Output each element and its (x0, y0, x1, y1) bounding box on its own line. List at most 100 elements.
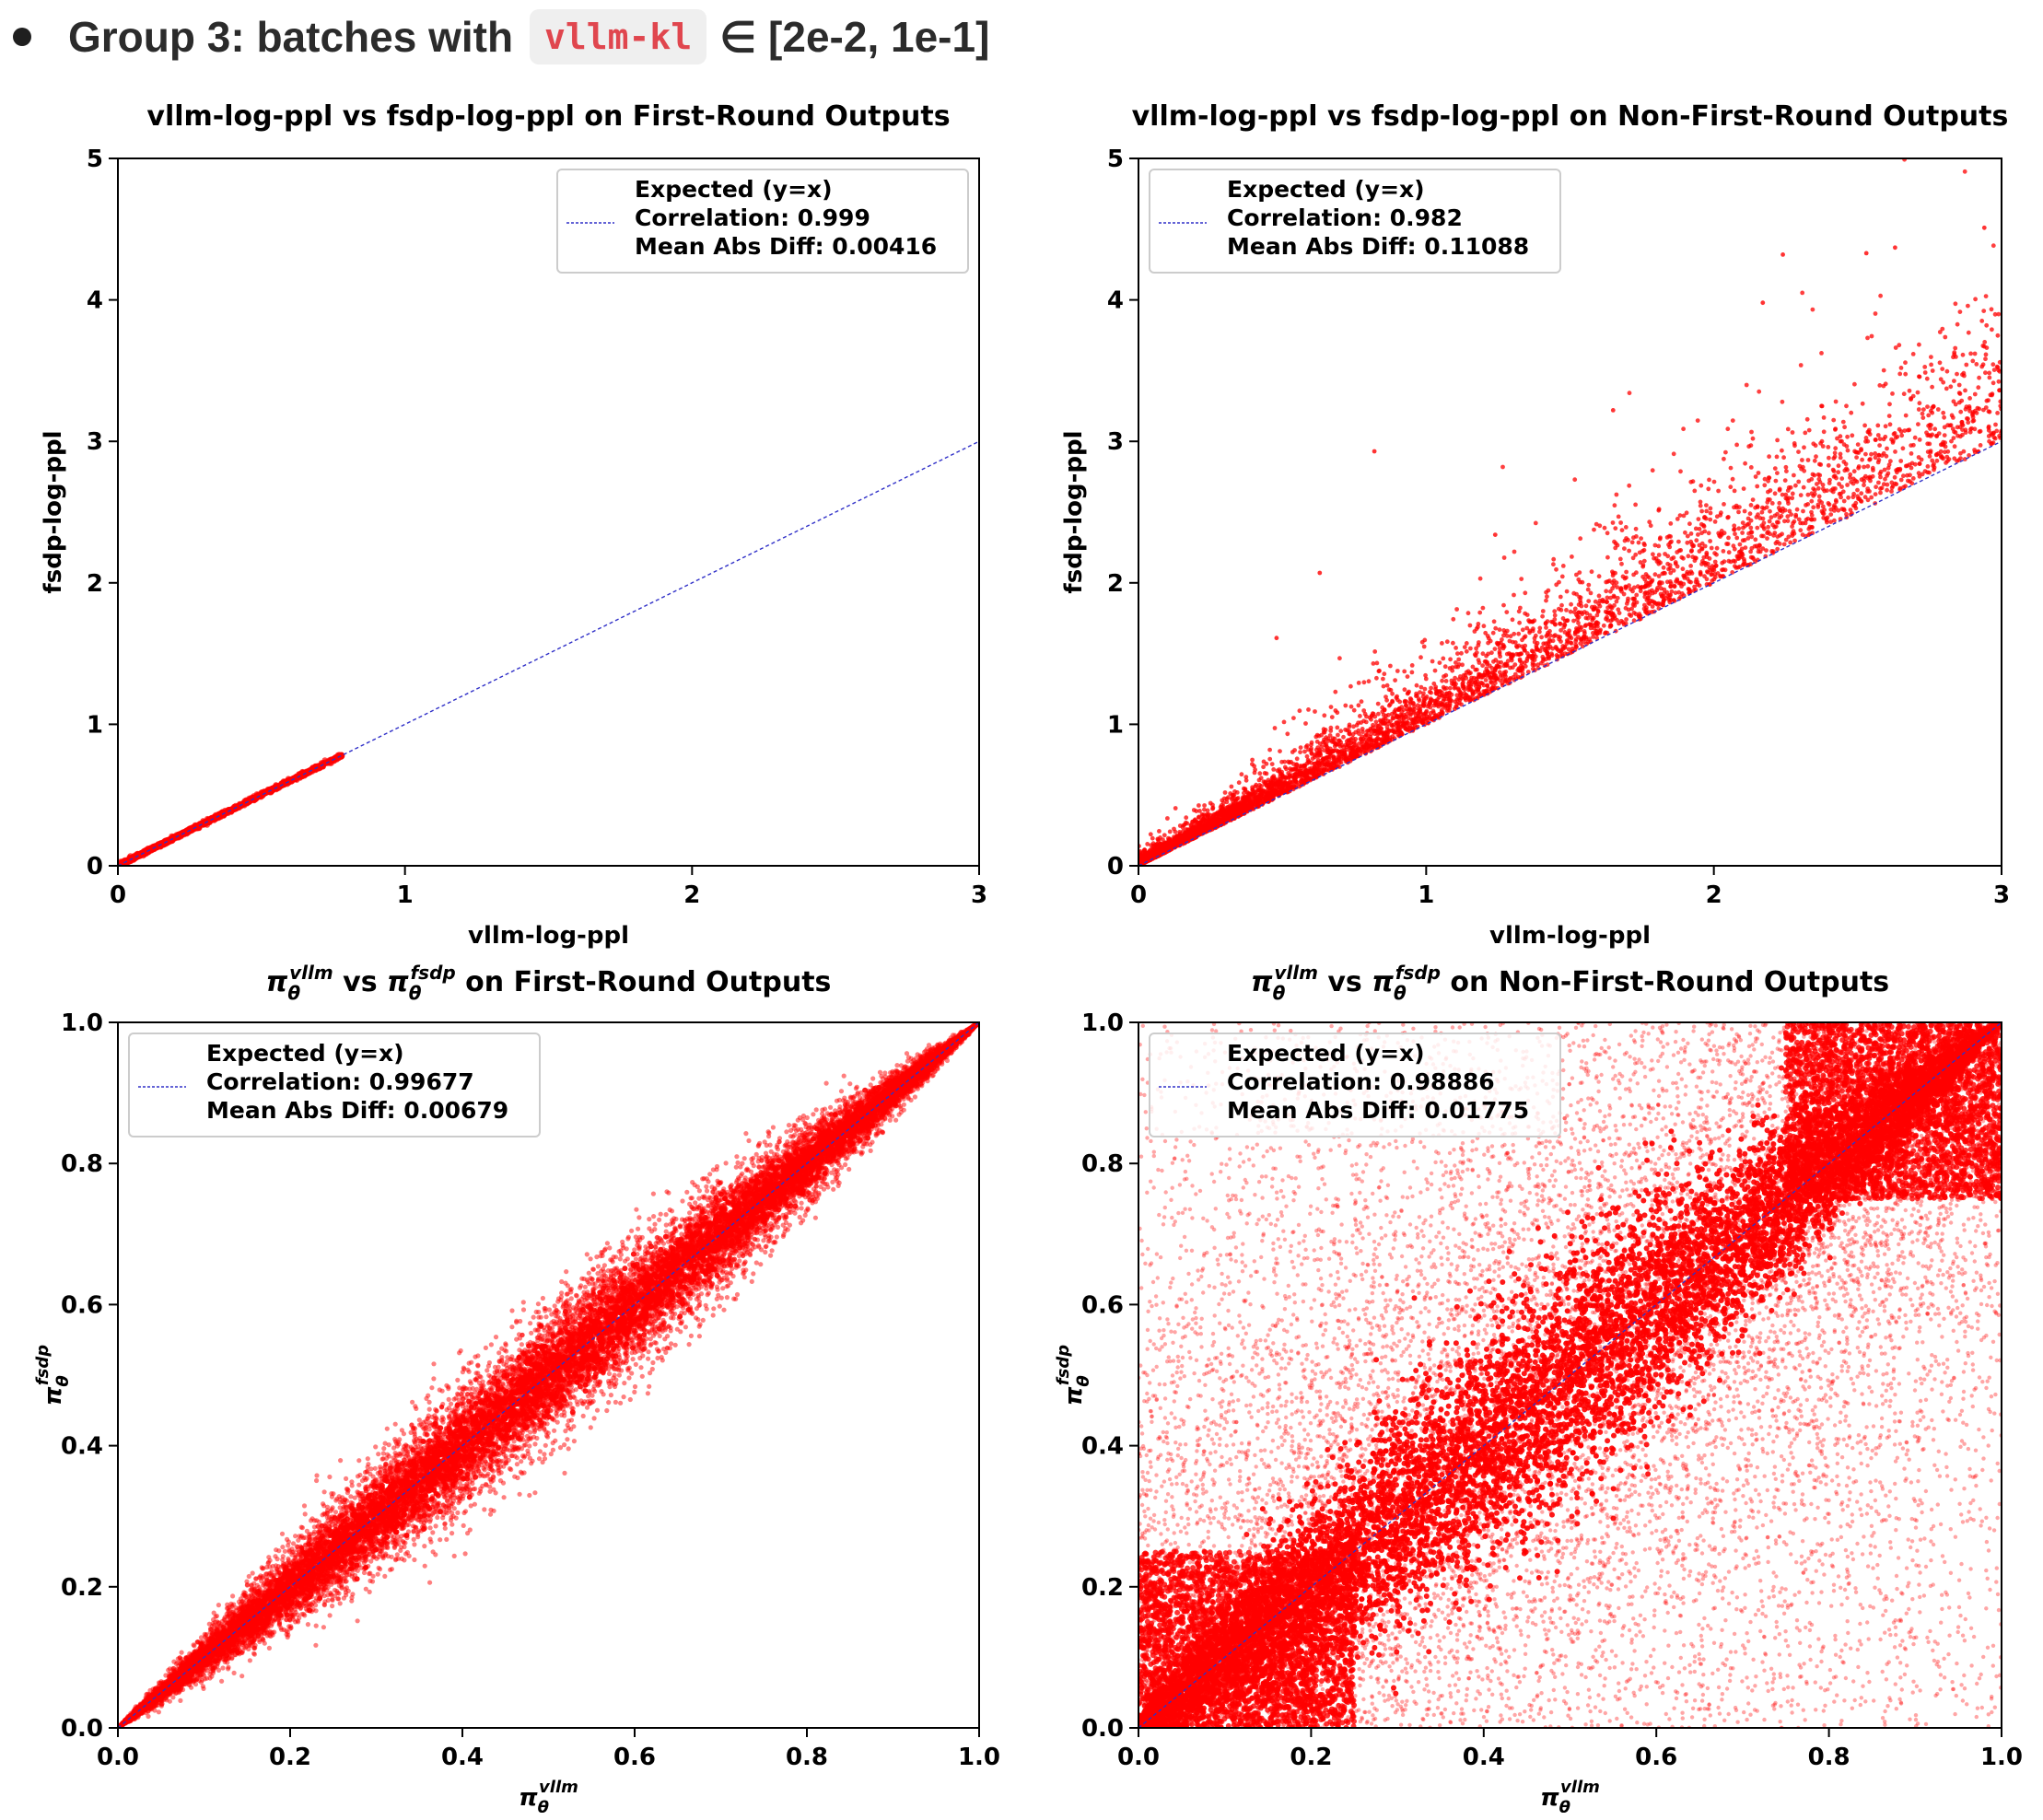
scatter-point (1337, 656, 1342, 661)
scatter-point (1528, 619, 1534, 624)
scatter-point (1733, 531, 1737, 537)
scatter-point (1887, 422, 1893, 427)
scatter-point (1588, 590, 1594, 596)
scatter-point (1850, 476, 1856, 482)
scatter-point (1850, 495, 1856, 500)
scatter-point (1706, 486, 1711, 492)
scatter-point (1668, 570, 1674, 576)
scatter-point (1826, 445, 1831, 449)
scatter-point (1309, 746, 1313, 752)
scatter-point (1941, 410, 1946, 415)
legend-entry: Expected (y=x) (635, 176, 833, 203)
scatter-point (1371, 661, 1376, 666)
scatter-point (1576, 621, 1581, 625)
scatter-point (1601, 623, 1606, 628)
scatter-point (1781, 542, 1787, 547)
scatter-point (1616, 514, 1621, 519)
scatter-point (1675, 517, 1680, 521)
scatter-point (1371, 722, 1375, 728)
scatter-point (1210, 802, 1215, 808)
x-tick-label: 3 (971, 881, 987, 909)
scatter-point (280, 781, 286, 788)
scatter-point (1701, 560, 1707, 566)
scatter-point (1577, 570, 1582, 575)
scatter-point (1145, 842, 1150, 846)
scatter-point (1737, 542, 1743, 547)
scatter-point (1222, 790, 1228, 795)
scatter-point (1381, 676, 1385, 682)
scatter-point (1698, 503, 1703, 508)
scatter-point (1351, 724, 1356, 729)
scatter-point (1889, 480, 1895, 485)
scatter-point (1984, 322, 1990, 328)
scatter-point (1688, 479, 1694, 484)
scatter-point (1772, 466, 1778, 471)
scatter-point (1760, 546, 1766, 551)
scatter-point (1788, 484, 1793, 490)
scatter-point (1792, 531, 1797, 536)
scatter-point (1966, 420, 1971, 426)
scatter-point (1477, 610, 1483, 615)
scatter-point (1902, 428, 1908, 433)
scatter-point (1610, 586, 1615, 591)
scatter-point (1322, 748, 1326, 752)
scatter-point (1821, 415, 1827, 420)
scatter-point (1501, 602, 1506, 608)
scatter-point (1910, 476, 1916, 481)
scatter-point (1468, 646, 1473, 651)
scatter-point (1500, 637, 1504, 642)
x-axis-label: vllm-log-ppl (468, 922, 629, 949)
scatter-point (1948, 384, 1954, 390)
scatter-point (1756, 549, 1761, 554)
scatter-point (1990, 362, 1996, 368)
scatter-point (1540, 654, 1546, 659)
scatter-point (1372, 649, 1378, 654)
scatter-point (1832, 518, 1837, 523)
scatter-point (1730, 418, 1735, 423)
scatter-point (1849, 512, 1853, 518)
scatter-point (1916, 422, 1920, 426)
scatter-point (1877, 437, 1883, 441)
scatter-point (1381, 683, 1386, 689)
scatter-point (1996, 379, 2002, 384)
scatter-point (1391, 716, 1395, 721)
scatter-point (1839, 476, 1845, 481)
scatter-point (1839, 495, 1843, 500)
scatter-point (1453, 660, 1458, 665)
scatter-point (1656, 574, 1662, 578)
scatter-point (1559, 648, 1564, 652)
scatter-point (1724, 542, 1729, 546)
scatter-point (1921, 407, 1926, 412)
scatter-point (1944, 461, 1948, 465)
scatter-point (1348, 683, 1353, 689)
scatter-point (1780, 531, 1784, 537)
scatter-point (1376, 711, 1381, 717)
scatter-point (1723, 449, 1728, 455)
scatter-point (1746, 444, 1752, 449)
scatter-point (1148, 832, 1153, 837)
scatter-point (1304, 753, 1310, 759)
scatter-point (1946, 457, 1952, 461)
scatter-point (1748, 549, 1753, 554)
scatter-point (1452, 681, 1457, 686)
scatter-point (1571, 610, 1577, 614)
scatter-point (1488, 638, 1493, 644)
scatter-point (1906, 478, 1910, 484)
scatter-point (1328, 705, 1334, 709)
scatter-point (1869, 495, 1874, 500)
scatter-point (1641, 558, 1647, 564)
scatter-point (1863, 436, 1869, 440)
scatter-point (1350, 731, 1356, 737)
scatter-point (1728, 484, 1734, 490)
scatter-point (1512, 631, 1517, 636)
scatter-point (1953, 345, 1958, 351)
scatter-point (1356, 720, 1360, 726)
scatter-point (1759, 509, 1765, 515)
scatter-point (1556, 606, 1561, 612)
legend-entry: Correlation: 0.999 (635, 204, 870, 231)
scatter-point (1243, 775, 1249, 779)
scatter-point (1940, 367, 1945, 371)
scatter-point (1990, 380, 1996, 386)
scatter-point (1955, 425, 1960, 430)
scatter-point (1369, 731, 1373, 737)
